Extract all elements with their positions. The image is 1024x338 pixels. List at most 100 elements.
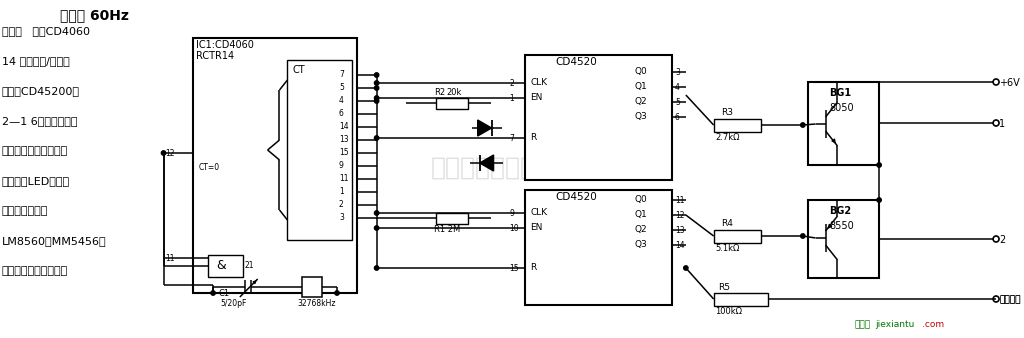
Text: Q0: Q0 — [634, 67, 647, 76]
Text: EN: EN — [530, 93, 543, 102]
Text: 13: 13 — [339, 135, 348, 144]
Circle shape — [877, 198, 882, 202]
Circle shape — [801, 234, 805, 238]
Text: 器构成。该频率源可用: 器构成。该频率源可用 — [2, 146, 69, 156]
Text: 2: 2 — [339, 200, 344, 209]
Text: 15: 15 — [509, 264, 519, 273]
Circle shape — [335, 291, 339, 295]
Text: 100kΩ: 100kΩ — [716, 307, 742, 316]
Text: CT: CT — [293, 65, 305, 75]
Text: Q3: Q3 — [634, 112, 647, 121]
Text: .com: .com — [922, 320, 944, 329]
Text: CLK: CLK — [530, 208, 548, 217]
Text: CLK: CLK — [530, 78, 548, 87]
Text: Q2: Q2 — [634, 97, 647, 106]
Text: 频率源   采用CD4060: 频率源 采用CD4060 — [2, 26, 90, 36]
Text: Q3: Q3 — [634, 240, 647, 249]
Polygon shape — [478, 120, 492, 136]
Text: 电路及CD45200双: 电路及CD45200双 — [2, 86, 80, 96]
Circle shape — [162, 151, 166, 155]
Text: CT=0: CT=0 — [199, 163, 219, 172]
Circle shape — [684, 266, 688, 270]
Text: 9: 9 — [509, 209, 514, 218]
Text: 11: 11 — [339, 174, 348, 183]
Text: 8050: 8050 — [829, 103, 854, 113]
Bar — [714, 230, 761, 243]
Bar — [714, 119, 761, 132]
Text: R: R — [530, 263, 537, 272]
Text: R4: R4 — [722, 219, 733, 228]
Text: 2—1 6进制加法计数: 2—1 6进制加法计数 — [2, 116, 78, 126]
Bar — [302, 277, 323, 297]
Polygon shape — [479, 155, 494, 171]
Text: 3: 3 — [339, 213, 344, 222]
Text: R3: R3 — [722, 108, 733, 117]
Text: Q2: Q2 — [634, 225, 647, 234]
Bar — [525, 190, 672, 305]
Bar — [714, 293, 768, 306]
Text: 2: 2 — [509, 79, 514, 88]
Text: 时钟电路: 时钟电路 — [999, 295, 1021, 304]
Text: +6V: +6V — [999, 78, 1020, 88]
Text: Q1: Q1 — [634, 210, 647, 219]
Text: 7: 7 — [509, 134, 514, 143]
Circle shape — [375, 226, 379, 230]
Text: 5: 5 — [675, 98, 680, 107]
Text: 13: 13 — [675, 226, 685, 235]
Circle shape — [211, 291, 215, 295]
Text: 5.1kΩ: 5.1kΩ — [716, 244, 740, 253]
Text: 14: 14 — [339, 122, 348, 131]
Bar — [436, 98, 468, 109]
Bar — [208, 255, 243, 277]
Text: 11: 11 — [675, 196, 684, 205]
Text: CD4520: CD4520 — [555, 192, 597, 202]
Text: 14 级分频器/振荡器: 14 级分频器/振荡器 — [2, 56, 70, 66]
Text: CD4520: CD4520 — [555, 57, 597, 67]
Text: R: R — [530, 133, 537, 142]
Text: C1: C1 — [218, 289, 229, 298]
Text: 3: 3 — [675, 68, 680, 77]
Bar — [194, 38, 356, 293]
Text: R5: R5 — [719, 283, 730, 292]
Bar — [808, 82, 880, 165]
Bar — [436, 213, 468, 224]
Circle shape — [801, 123, 805, 127]
Text: 7: 7 — [339, 70, 344, 79]
Text: 11: 11 — [166, 254, 175, 263]
Text: 6: 6 — [339, 109, 344, 118]
Text: IC1:CD4060: IC1:CD4060 — [197, 40, 254, 50]
Circle shape — [375, 211, 379, 215]
Text: 10: 10 — [509, 224, 519, 233]
Text: 6: 6 — [675, 113, 680, 122]
Text: 8550: 8550 — [829, 221, 854, 231]
Bar — [808, 200, 880, 278]
Text: 1: 1 — [999, 119, 1006, 129]
Text: 时钟电路: 时钟电路 — [999, 295, 1021, 304]
Text: LM8560，MM5456等: LM8560，MM5456等 — [2, 236, 106, 246]
Text: BG1: BG1 — [829, 88, 852, 98]
Text: 12: 12 — [166, 149, 175, 158]
Bar — [288, 60, 352, 240]
Circle shape — [375, 81, 379, 85]
Text: 的时钟电路（如: 的时钟电路（如 — [2, 206, 48, 216]
Text: BG2: BG2 — [829, 206, 852, 216]
Text: 32768kHz: 32768kHz — [297, 299, 336, 308]
Text: 14: 14 — [675, 241, 685, 250]
Text: 2: 2 — [999, 235, 1006, 245]
Circle shape — [877, 163, 882, 167]
Circle shape — [375, 99, 379, 103]
Text: 15: 15 — [339, 148, 348, 157]
Text: 9: 9 — [339, 161, 344, 170]
Circle shape — [375, 136, 379, 140]
Text: 作扫描式LED屏显示: 作扫描式LED屏显示 — [2, 176, 70, 186]
Text: 接线图: 接线图 — [854, 320, 870, 329]
Text: 精确的 60Hz: 精确的 60Hz — [59, 8, 129, 22]
Text: &: & — [216, 259, 226, 272]
Text: 4: 4 — [675, 83, 680, 92]
Text: 5: 5 — [339, 83, 344, 92]
Circle shape — [375, 73, 379, 77]
Text: 4: 4 — [339, 96, 344, 105]
Text: 5/20pF: 5/20pF — [220, 299, 247, 308]
Text: 2.7kΩ: 2.7kΩ — [716, 133, 740, 142]
Text: Q0: Q0 — [634, 195, 647, 204]
